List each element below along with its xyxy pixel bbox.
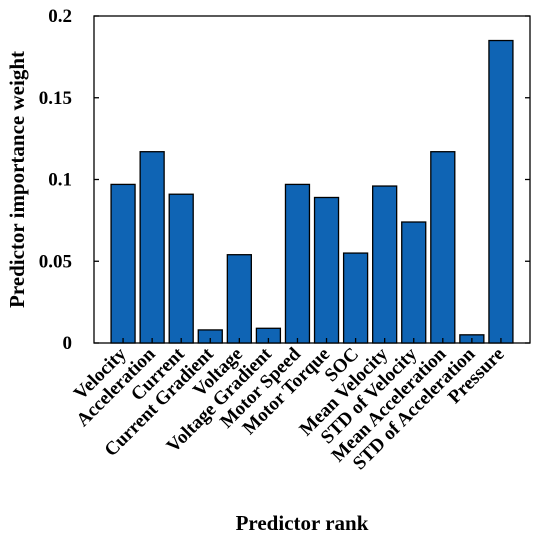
y-tick-label: 0.15 — [39, 88, 72, 109]
y-axis-ticks: 0 0.05 0.1 0.15 0.2 — [39, 6, 530, 354]
bar-mean-acceleration — [430, 151, 456, 344]
y-tick-label: 0 — [63, 333, 73, 354]
bar-velocity — [110, 183, 136, 344]
bar-motor-speed — [284, 183, 311, 344]
bar-acceleration — [139, 151, 165, 344]
y-tick-label: 0.2 — [48, 6, 72, 27]
y-tick-label: 0.1 — [48, 170, 72, 191]
bar-std-of-velocity — [401, 221, 427, 344]
bar-mean-velocity — [372, 185, 398, 344]
bars-group — [110, 39, 514, 344]
y-tick-label: 0.05 — [39, 251, 72, 272]
bar-current — [168, 193, 194, 344]
y-axis-title: Predictor importance weight — [5, 51, 29, 308]
bar-voltage — [226, 254, 252, 344]
bar-motor-torque — [313, 196, 340, 344]
bar-pressure — [488, 39, 514, 344]
x-axis-title: Predictor rank — [236, 511, 369, 535]
bar-soc — [342, 252, 369, 344]
